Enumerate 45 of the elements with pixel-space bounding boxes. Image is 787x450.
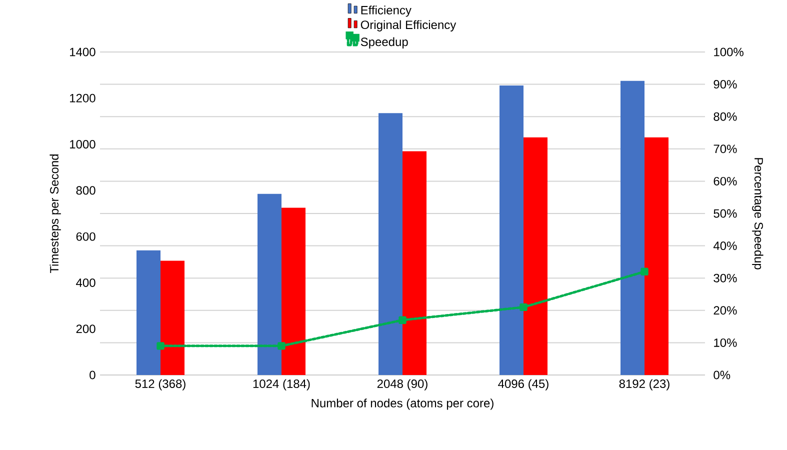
y-tick-label: 1200 — [70, 94, 96, 102]
y2-tick-label: 80% — [714, 112, 737, 121]
legend-label: Efficiency — [361, 6, 412, 17]
legend-label: Original Efficiency — [360, 20, 456, 32]
y-tick-label: 400 — [76, 278, 96, 287]
bar — [282, 208, 306, 375]
point — [640, 268, 648, 276]
y-tick-label: 600 — [76, 232, 96, 241]
bar — [500, 85, 524, 375]
y2-tick-label: 40% — [713, 242, 737, 250]
x-axis-title: Number of nodes (atoms per core) — [312, 398, 494, 410]
bar — [160, 260, 184, 375]
legend-label: Speedup — [360, 37, 408, 48]
bar — [402, 151, 427, 375]
y2-tick-label: 20% — [714, 306, 737, 315]
point — [278, 342, 286, 350]
bar — [136, 250, 160, 375]
y2-tick-label: 90% — [714, 80, 737, 89]
y-tick-label: 200 — [76, 324, 96, 334]
point — [520, 303, 528, 312]
bar — [524, 137, 548, 375]
y2-tick-label: 100% — [714, 48, 744, 56]
y-tick-label: 0 — [90, 370, 96, 380]
x-tick-label: 1024 (184) — [253, 379, 310, 390]
x-tick-label: 512 (368) — [135, 379, 186, 390]
y2-tick-label: 60% — [714, 176, 737, 186]
bar — [378, 113, 403, 375]
y2-tick-label: 30% — [714, 274, 737, 282]
y-axis-title: Timesteps per Second — [50, 154, 61, 274]
y2-tick-label: 10% — [714, 338, 737, 347]
x-tick-label: 2048 (90) — [377, 379, 428, 390]
y2-axis-title: Percentage Speedup — [752, 158, 764, 270]
point — [398, 316, 406, 324]
y2-tick-label: 50% — [714, 209, 737, 218]
y2-tick-label: 70% — [714, 144, 737, 154]
y-tick-label: 800 — [76, 186, 96, 195]
bar — [620, 80, 645, 375]
bar — [258, 194, 282, 375]
bar — [644, 137, 669, 375]
y-tick-label: 1400 — [70, 48, 96, 56]
x-tick-label: 4096 (45) — [498, 379, 548, 390]
x-tick-label: 8192 (23) — [619, 379, 670, 390]
y-tick-label: 1000 — [70, 140, 96, 149]
point — [156, 342, 164, 350]
y2-tick-label: 0% — [714, 370, 730, 380]
